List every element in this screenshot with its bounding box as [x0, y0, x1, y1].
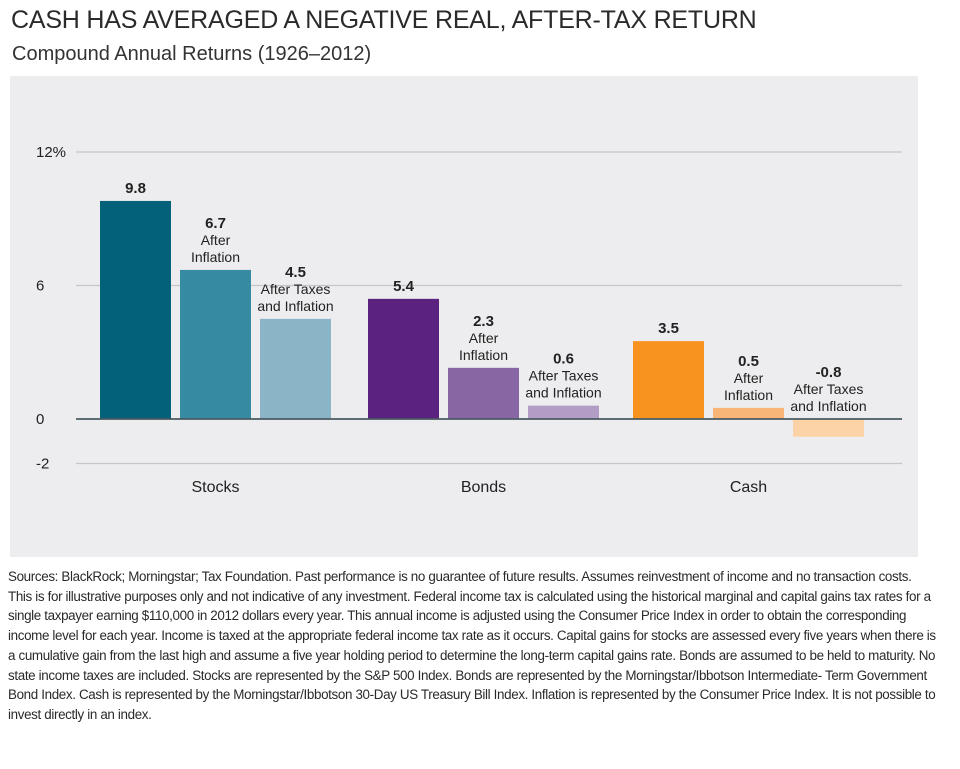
data-label-description: After Taxes: [261, 281, 331, 297]
data-label-value: 4.5: [285, 264, 306, 281]
data-label-description: and Inflation: [525, 385, 601, 401]
data-label-description: Inflation: [459, 347, 508, 363]
bar-cash-1: [713, 407, 784, 419]
data-label-value: 3.5: [658, 320, 679, 337]
bar-stocks-0: [100, 200, 171, 419]
chart-title: CASH HAS AVERAGED A NEGATIVE REAL, AFTER…: [11, 6, 757, 34]
footnote: Sources: BlackRock; Morningstar; Tax Fou…: [8, 569, 936, 722]
data-label-value: 6.7: [205, 215, 226, 232]
category-label-cash: Cash: [730, 479, 767, 496]
bar-stocks-2: [260, 318, 331, 419]
bars: [100, 200, 864, 437]
data-label-description: and Inflation: [257, 298, 333, 314]
data-label-description: After: [734, 370, 764, 386]
y-axis-ticks: 12% 6 0 -2: [36, 144, 66, 473]
data-label-description: Inflation: [191, 249, 240, 265]
data-label-value: 5.4: [393, 278, 415, 295]
data-label-value: 0.5: [738, 353, 759, 370]
data-label-value: 0.6: [553, 351, 574, 368]
category-label-bonds: Bonds: [461, 479, 506, 496]
bar-bonds-1: [448, 367, 519, 419]
y-tick-label: 0: [36, 411, 44, 428]
y-tick-label: 6: [36, 278, 44, 295]
bar-cash-2: [793, 419, 864, 437]
data-label-description: After: [469, 330, 499, 346]
chart-subtitle: Compound Annual Returns (1926–2012): [12, 43, 372, 65]
category-label-stocks: Stocks: [191, 479, 239, 496]
data-label-description: After Taxes: [794, 381, 864, 397]
y-tick-label: 12%: [36, 144, 66, 161]
data-label-description: After Taxes: [529, 368, 599, 384]
data-label-description: Inflation: [724, 387, 773, 403]
x-axis-categories: Stocks Bonds Cash: [191, 479, 767, 496]
bar-bonds-0: [368, 298, 439, 419]
data-label-description: After: [201, 232, 231, 248]
y-tick-label: -2: [36, 456, 49, 473]
data-label-description: and Inflation: [790, 398, 866, 414]
bar-cash-0: [633, 341, 704, 419]
data-label-value: -0.8: [816, 364, 842, 381]
data-label-value: 9.8: [125, 180, 146, 197]
data-label-value: 2.3: [473, 313, 494, 330]
bar-bonds-2: [528, 405, 599, 419]
bar-stocks-1: [180, 269, 251, 419]
